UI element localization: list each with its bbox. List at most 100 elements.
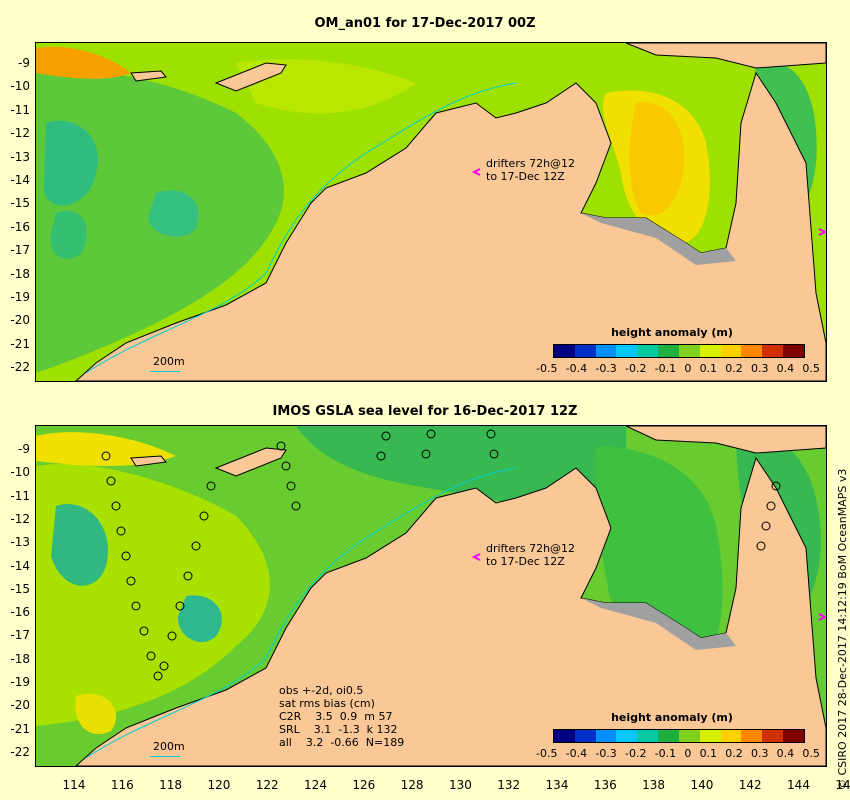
drifter-marker-east <box>818 613 826 621</box>
lat-tick-label: -17 <box>10 628 30 643</box>
panel1-legend-title: height anomaly (m) <box>611 326 733 339</box>
lon-tick-label: 132 <box>497 778 521 792</box>
lat-tick-label: -10 <box>10 465 30 480</box>
legend-tick-label: 0.2 <box>725 747 743 760</box>
land-newguinea <box>625 43 826 69</box>
ocean-teal-patch-2 <box>177 595 222 643</box>
stats-line: C2R 3.5 0.9 m 57 <box>279 710 393 723</box>
legend-tick-label: -0.2 <box>625 362 647 375</box>
lat-tick-label: -9 <box>18 56 30 70</box>
legend-swatch <box>658 730 679 742</box>
legend-swatch <box>616 730 638 742</box>
lon-tick-label: 126 <box>352 778 376 792</box>
lat-tick-label: -16 <box>10 605 30 620</box>
lat-tick-label: -15 <box>10 196 30 211</box>
lon-tick-label: 142 <box>738 778 762 792</box>
legend-swatch <box>699 345 721 357</box>
lon-tick-label: 118 <box>159 778 183 792</box>
land-mainland <box>75 71 826 381</box>
lat-tick-label: -11 <box>10 488 30 503</box>
legend-tick-label: 0.3 <box>750 362 769 375</box>
lon-tick-label: 140 <box>690 778 714 792</box>
legend-tick-label: 0 <box>684 362 692 375</box>
lon-tick-label: 144 <box>787 778 810 792</box>
legend-swatch <box>678 345 700 357</box>
lat-tick-label: -15 <box>10 581 30 596</box>
lat-tick-label: -13 <box>10 535 30 550</box>
ocean-teal-patch-3 <box>148 190 199 237</box>
panel1-title: OM_an01 for 17-Dec-2017 00Z <box>314 16 536 31</box>
legend-tick-label: -0.5 <box>536 362 558 375</box>
stats-line: all 3.2 -0.66 N=189 <box>279 736 405 749</box>
lat-tick-label: -16 <box>10 219 30 234</box>
panel2-drifters-line1: drifters 72h@12 <box>486 542 576 555</box>
panel2-title: IMOS GSLA sea level for 16-Dec-2017 12Z <box>272 404 578 419</box>
bathy-200m-line <box>85 467 517 759</box>
lat-tick-label: -21 <box>10 336 30 351</box>
legend-tick-label: -0.5 <box>536 747 558 760</box>
coast-gray-shelf <box>581 213 736 265</box>
panel2-stats: obs +-2d, oi0.5 sat rms bias (cm) C2R 3.… <box>279 684 404 749</box>
lon-tick-label: 116 <box>110 778 134 792</box>
ocean-teal-patch-2 <box>50 210 87 260</box>
legend-swatch <box>554 345 575 357</box>
land-sumba <box>130 70 167 82</box>
lat-tick-label: -22 <box>10 744 30 759</box>
legend-swatch <box>637 730 659 742</box>
legend-tick-label: 0 <box>684 747 692 760</box>
lon-tick-label: 134 <box>545 778 569 792</box>
stats-line: sat rms bias (cm) <box>279 697 375 710</box>
panel1-map-svg <box>36 43 826 381</box>
ocean-teal-patch <box>44 120 98 206</box>
panel2-depth-label: 200m <box>153 740 185 753</box>
panel1-legend-ticks: -0.5 -0.4 -0.3 -0.2 -0.1 0 0.1 0.2 0.3 0.4 0.5 <box>536 362 820 375</box>
legend-swatch <box>741 345 763 357</box>
legend-tick-label: 0.2 <box>725 362 743 375</box>
altimeter-tracks <box>101 429 781 681</box>
lat-tick-label: -20 <box>10 313 30 328</box>
legend-swatch <box>762 730 784 742</box>
lat-tick-label: -20 <box>10 698 30 713</box>
lon-tick-label: 124 <box>304 778 327 792</box>
legend-swatch <box>574 345 596 357</box>
panel2-legend-bar <box>553 729 805 743</box>
legend-swatch <box>720 730 742 742</box>
panel1-legend-bar <box>553 344 805 358</box>
legend-swatch <box>574 730 596 742</box>
lat-tick-label: -12 <box>10 511 30 526</box>
drifter-marker <box>471 553 481 561</box>
lon-tick-label: 120 <box>207 778 231 792</box>
lat-tick-label: -14 <box>10 173 30 187</box>
lat-tick-label: -19 <box>10 675 30 689</box>
legend-tick-label: -0.4 <box>565 747 588 760</box>
legend-swatch <box>658 345 679 357</box>
legend-swatch <box>699 730 721 742</box>
panel2-map: drifters 72h@12 to 17-Dec 12Z obs +-2d, … <box>35 425 827 767</box>
legend-swatch <box>616 345 638 357</box>
legend-swatch <box>637 345 659 357</box>
panel1-map: drifters 72h@12 to 17-Dec 12Z 200m heigh… <box>35 42 827 382</box>
legend-tick-label: 0.4 <box>776 362 795 375</box>
drifter-marker-east <box>818 228 826 236</box>
lon-tick-label: 146 <box>835 778 850 792</box>
lon-tick-label: 114 <box>62 778 86 792</box>
lon-tick-label: 130 <box>448 778 472 792</box>
ocean-teal-patch <box>51 504 108 586</box>
lat-tick-label: -11 <box>10 102 30 117</box>
panel1-drifters-line1: drifters 72h@12 <box>486 157 576 170</box>
legend-tick-label: -0.4 <box>565 362 588 375</box>
legend-tick-label: 0.5 <box>802 362 820 375</box>
lat-tick-label: -12 <box>10 126 30 141</box>
legend-swatch <box>783 730 804 742</box>
legend-tick-label: 0.3 <box>750 747 769 760</box>
legend-tick-label: -0.2 <box>625 747 647 760</box>
legend-swatch <box>720 345 742 357</box>
ocean-orange-nw <box>36 46 131 79</box>
legend-tick-label: -0.3 <box>595 362 617 375</box>
lat-tick-label: -9 <box>18 442 30 456</box>
legend-tick-label: -0.1 <box>654 362 677 375</box>
panel2-depth-swatch <box>150 756 180 757</box>
panel1-drifters-line2: to 17-Dec 12Z <box>486 170 565 183</box>
lat-tick-label: -17 <box>10 243 30 258</box>
lat-tick-label: -14 <box>10 558 30 573</box>
